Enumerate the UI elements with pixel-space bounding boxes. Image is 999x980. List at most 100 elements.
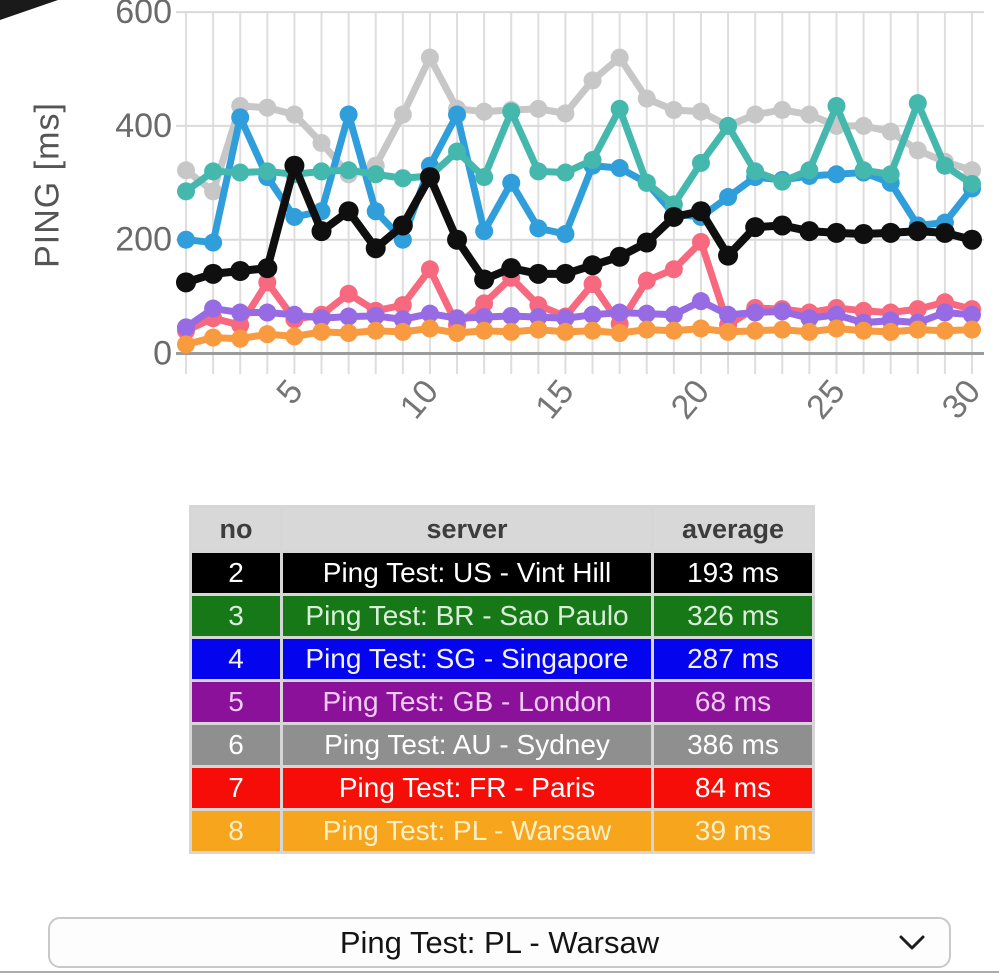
series-point [529,219,548,238]
series-point [230,260,251,281]
cell-server: Ping Test: FR - Paris [280,765,654,811]
series-point [881,165,900,184]
series-point [746,321,765,340]
cell-server: Ping Test: PL - Warsaw [280,808,654,854]
series-point [663,206,684,227]
series-point [366,306,385,325]
series-point [502,306,521,325]
series-point [583,275,602,294]
series-point [908,320,927,339]
series-point [772,215,793,236]
series-point [691,292,710,311]
series-point [366,165,385,184]
series-point [393,105,412,124]
series-point [609,246,630,267]
series-point [204,299,223,318]
series-point [231,329,250,348]
series-point [177,161,195,180]
table-row: 7 Ping Test: FR - Paris 84 ms [189,765,815,811]
series-point [610,303,629,322]
x-tick-label: 15 [528,373,581,426]
series-point [637,89,656,108]
series-point [718,245,739,266]
x-tick-label: 25 [799,373,852,426]
series-point [448,309,467,328]
series-point [556,309,575,328]
series-point [339,307,358,326]
series-point [935,321,954,340]
series-point [773,172,792,191]
series-point [258,325,277,344]
cell-no: 6 [189,722,283,768]
chevron-down-icon [899,935,925,949]
series-point [231,108,250,127]
series-point [637,320,656,339]
series-point [231,316,250,335]
series-point [312,133,331,152]
series-point [827,305,846,324]
series-point [556,163,575,182]
series-point [800,309,819,328]
series-point [583,321,602,340]
series-point [339,161,358,180]
series-point [800,105,819,124]
series-point [691,153,710,172]
x-tick-label: 10 [393,373,446,426]
series-point [582,255,603,276]
chart-canvas: 0 200 400 600 5 10 15 20 25 30 [115,0,988,426]
series-point [773,100,792,119]
series-point [475,308,494,327]
series-point [285,207,304,226]
series-point [610,159,629,178]
series-point [204,233,223,252]
series-point [392,215,413,236]
table-row: 3 Ping Test: BR - Sao Paulo 326 ms [189,593,815,639]
series-point [556,225,575,244]
series-point [366,321,385,340]
server-select-value: Ping Test: PL - Warsaw [339,924,660,960]
series-point [962,229,982,250]
series-point [312,309,331,328]
series-point [420,260,439,279]
series-point [420,304,439,323]
series-point [393,310,412,329]
series-point [502,173,521,192]
series-point [231,163,250,182]
series-point [827,96,846,115]
series-point [475,321,494,340]
series-point [583,151,602,170]
col-header-server: server [280,505,654,553]
series-point [204,328,223,347]
series-point [529,162,548,181]
series-point [826,222,847,243]
series-point [799,221,820,242]
series-point [664,305,683,324]
series-point [448,105,467,124]
series-point [393,169,412,188]
series-point [881,122,900,141]
series-point [637,304,656,323]
series-point [285,327,304,346]
cell-server: Ping Test: BR - Sao Paulo [280,593,654,639]
cell-no: 7 [189,765,283,811]
series-point [419,167,440,188]
series-point [204,162,223,181]
series-point [745,217,766,238]
table-header-row: no server average [189,505,815,553]
series-point [664,100,683,119]
series-point [934,222,955,243]
series-point [339,324,358,343]
cell-average: 386 ms [651,722,815,768]
col-header-average: average [651,505,815,553]
server-select[interactable]: Ping Test: PL - Warsaw [48,917,951,968]
series-point [475,294,494,313]
series-point [528,263,549,284]
series-point [963,320,981,339]
series-point [231,303,250,322]
series-point [691,232,710,251]
series-point [258,303,277,322]
cell-no: 8 [189,808,283,854]
series-point [177,335,195,354]
series-point [719,188,738,207]
cell-server: Ping Test: US - Vint Hill [280,550,654,596]
